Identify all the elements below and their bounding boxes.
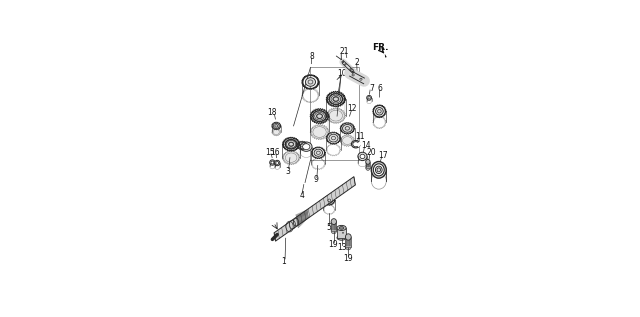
- Text: 10: 10: [337, 69, 347, 78]
- Ellipse shape: [275, 125, 278, 127]
- Ellipse shape: [305, 78, 316, 86]
- Polygon shape: [326, 91, 346, 124]
- Polygon shape: [310, 108, 329, 139]
- Text: 2: 2: [354, 58, 359, 67]
- Ellipse shape: [271, 161, 274, 164]
- Ellipse shape: [329, 134, 338, 142]
- Text: 17: 17: [378, 151, 388, 160]
- Ellipse shape: [365, 159, 370, 164]
- Polygon shape: [340, 122, 355, 146]
- Polygon shape: [282, 137, 300, 165]
- Text: 15: 15: [265, 148, 275, 157]
- Ellipse shape: [345, 126, 349, 130]
- Ellipse shape: [303, 144, 310, 150]
- Text: 11: 11: [355, 132, 365, 141]
- Ellipse shape: [365, 165, 370, 170]
- Ellipse shape: [285, 139, 297, 149]
- Ellipse shape: [316, 151, 320, 154]
- Text: 16: 16: [271, 148, 280, 157]
- Text: 9: 9: [314, 175, 318, 184]
- Ellipse shape: [371, 162, 387, 178]
- Ellipse shape: [360, 154, 365, 158]
- Ellipse shape: [314, 149, 323, 156]
- Polygon shape: [365, 162, 370, 168]
- Ellipse shape: [337, 235, 346, 240]
- Ellipse shape: [331, 228, 337, 234]
- Polygon shape: [271, 122, 281, 136]
- Polygon shape: [274, 177, 355, 241]
- Text: 20: 20: [366, 148, 376, 157]
- Ellipse shape: [373, 164, 384, 176]
- Text: 18: 18: [267, 108, 276, 117]
- Ellipse shape: [351, 140, 360, 148]
- Text: 19: 19: [328, 240, 338, 249]
- Text: 12: 12: [348, 104, 357, 113]
- Ellipse shape: [289, 142, 294, 146]
- Ellipse shape: [269, 160, 275, 165]
- Ellipse shape: [346, 234, 351, 240]
- Ellipse shape: [352, 74, 354, 76]
- Ellipse shape: [328, 199, 331, 202]
- Ellipse shape: [337, 225, 346, 230]
- Polygon shape: [385, 54, 387, 58]
- Ellipse shape: [352, 71, 354, 73]
- Ellipse shape: [360, 78, 362, 80]
- Text: 21: 21: [340, 47, 349, 56]
- Ellipse shape: [377, 168, 381, 172]
- Polygon shape: [337, 228, 346, 238]
- Ellipse shape: [332, 136, 335, 140]
- Ellipse shape: [273, 123, 279, 128]
- Text: 3: 3: [285, 166, 290, 176]
- Text: 5: 5: [326, 223, 331, 232]
- Text: 13: 13: [337, 243, 346, 252]
- Ellipse shape: [275, 160, 280, 166]
- Ellipse shape: [368, 97, 371, 99]
- Ellipse shape: [367, 95, 372, 100]
- Ellipse shape: [342, 125, 352, 132]
- Ellipse shape: [326, 197, 333, 204]
- Ellipse shape: [374, 165, 383, 175]
- Ellipse shape: [317, 114, 323, 119]
- Text: FR.: FR.: [372, 43, 388, 52]
- Ellipse shape: [331, 219, 337, 224]
- Ellipse shape: [333, 97, 339, 101]
- Ellipse shape: [342, 61, 344, 63]
- Ellipse shape: [358, 152, 367, 161]
- Ellipse shape: [376, 166, 382, 173]
- Ellipse shape: [313, 111, 326, 121]
- Ellipse shape: [346, 243, 351, 250]
- Ellipse shape: [308, 80, 313, 84]
- Ellipse shape: [376, 107, 383, 115]
- Text: 4: 4: [300, 191, 305, 200]
- Text: 19: 19: [344, 254, 353, 263]
- Text: 1: 1: [281, 257, 285, 266]
- Ellipse shape: [276, 162, 278, 165]
- Ellipse shape: [300, 142, 312, 151]
- Text: 7: 7: [369, 84, 374, 93]
- Ellipse shape: [342, 232, 344, 233]
- Ellipse shape: [329, 94, 342, 104]
- Text: 6: 6: [378, 84, 383, 93]
- Text: 14: 14: [361, 141, 371, 151]
- Ellipse shape: [339, 227, 344, 229]
- Ellipse shape: [378, 109, 381, 113]
- Text: 8: 8: [309, 52, 314, 61]
- Ellipse shape: [353, 142, 359, 147]
- Polygon shape: [331, 222, 337, 231]
- Polygon shape: [346, 237, 351, 247]
